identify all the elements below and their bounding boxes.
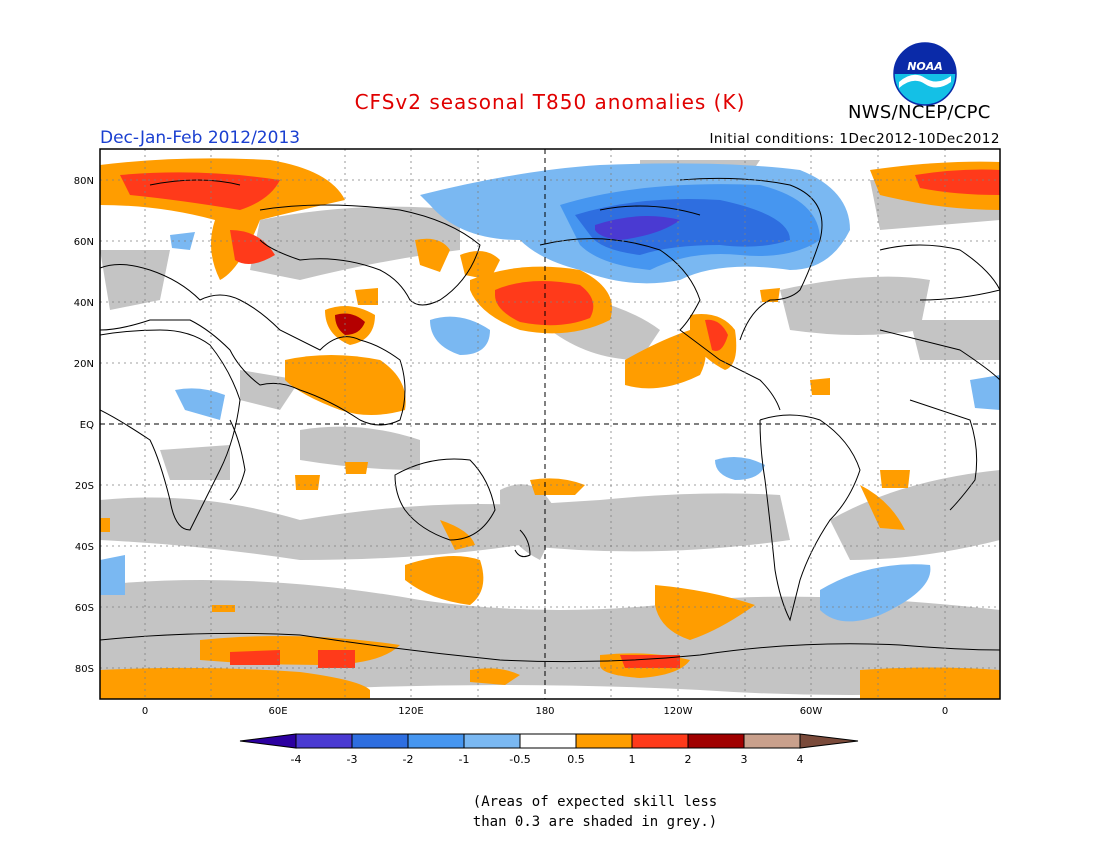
colorbar-swatch [743, 733, 801, 749]
agency-label: NWS/NCEP/CPC [848, 102, 991, 123]
map-frame [99, 148, 1001, 700]
colorbar-tick-label: -2 [403, 753, 414, 766]
colorbar-tick-label: 2 [685, 753, 692, 766]
colorbar-swatch [631, 733, 689, 749]
lat-label: 40S [75, 542, 94, 553]
colorbar-tick-label: -3 [347, 753, 358, 766]
colorbar-swatch [239, 733, 297, 749]
anomaly-map: 80N 60N 40N 20N EQ 20S 40S 60S 80S 0 60E… [74, 148, 1001, 766]
colorbar-tick-label: -1 [459, 753, 470, 766]
skill-note-line2: than 0.3 are shaded in grey.) [472, 814, 718, 830]
lon-label: 180 [535, 706, 554, 717]
lat-label: 80N [74, 176, 94, 187]
positive-anomaly-regions [100, 158, 1000, 699]
lon-label: 120E [398, 706, 423, 717]
lat-label: 60N [74, 237, 94, 248]
colorbar-swatch [463, 733, 521, 749]
lat-label: 20S [75, 481, 94, 492]
colorbar-tick-label: 3 [741, 753, 748, 766]
lat-label: 60S [75, 603, 94, 614]
colorbar-tick-label: -0.5 [509, 753, 530, 766]
lon-label: 60W [800, 706, 823, 717]
colorbar-swatch [687, 733, 745, 749]
season-label: Dec-Jan-Feb 2012/2013 [100, 128, 301, 148]
lon-label: 0 [942, 706, 948, 717]
latitude-labels: 80N 60N 40N 20N EQ 20S 40S 60S 80S [74, 176, 94, 675]
colorbar-tick-label: -4 [291, 753, 302, 766]
lon-label: 0 [142, 706, 148, 717]
skill-note: (Areas of expected skill less than 0.3 a… [0, 792, 1100, 832]
lat-label: 40N [74, 298, 94, 309]
colorbar [239, 733, 859, 749]
graticule [100, 149, 1000, 699]
lat-label: 80S [75, 664, 94, 675]
colorbar-tick-labels: -4 -3 -2 -1 -0.5 0.5 1 2 3 4 [291, 753, 804, 766]
colorbar-tick-label: 0.5 [567, 753, 585, 766]
lon-label: 120W [664, 706, 693, 717]
noaa-logo: NOAA [893, 42, 957, 106]
lat-label: EQ [80, 420, 94, 431]
colorbar-swatch [519, 733, 577, 749]
coastlines [100, 177, 1000, 663]
lon-label: 60E [268, 706, 287, 717]
longitude-labels: 0 60E 120E 180 120W 60W 0 [142, 706, 948, 717]
noaa-logo-text: NOAA [907, 60, 943, 73]
colorbar-swatch [407, 733, 465, 749]
colorbar-swatch [295, 733, 353, 749]
colorbar-swatch [575, 733, 633, 749]
colorbar-swatch [799, 733, 859, 749]
colorbar-tick-label: 4 [797, 753, 804, 766]
anomaly-shading [100, 149, 1000, 699]
colorbar-tick-label: 1 [629, 753, 636, 766]
map-title: CFSv2 seasonal T850 anomalies (K) [354, 90, 746, 114]
colorbar-swatch [351, 733, 409, 749]
skill-note-line1: (Areas of expected skill less [472, 794, 718, 810]
lat-label: 20N [74, 359, 94, 370]
initial-conditions-label: Initial conditions: 1Dec2012-10Dec2012 [709, 131, 1000, 147]
equator-dateline [100, 149, 1000, 699]
